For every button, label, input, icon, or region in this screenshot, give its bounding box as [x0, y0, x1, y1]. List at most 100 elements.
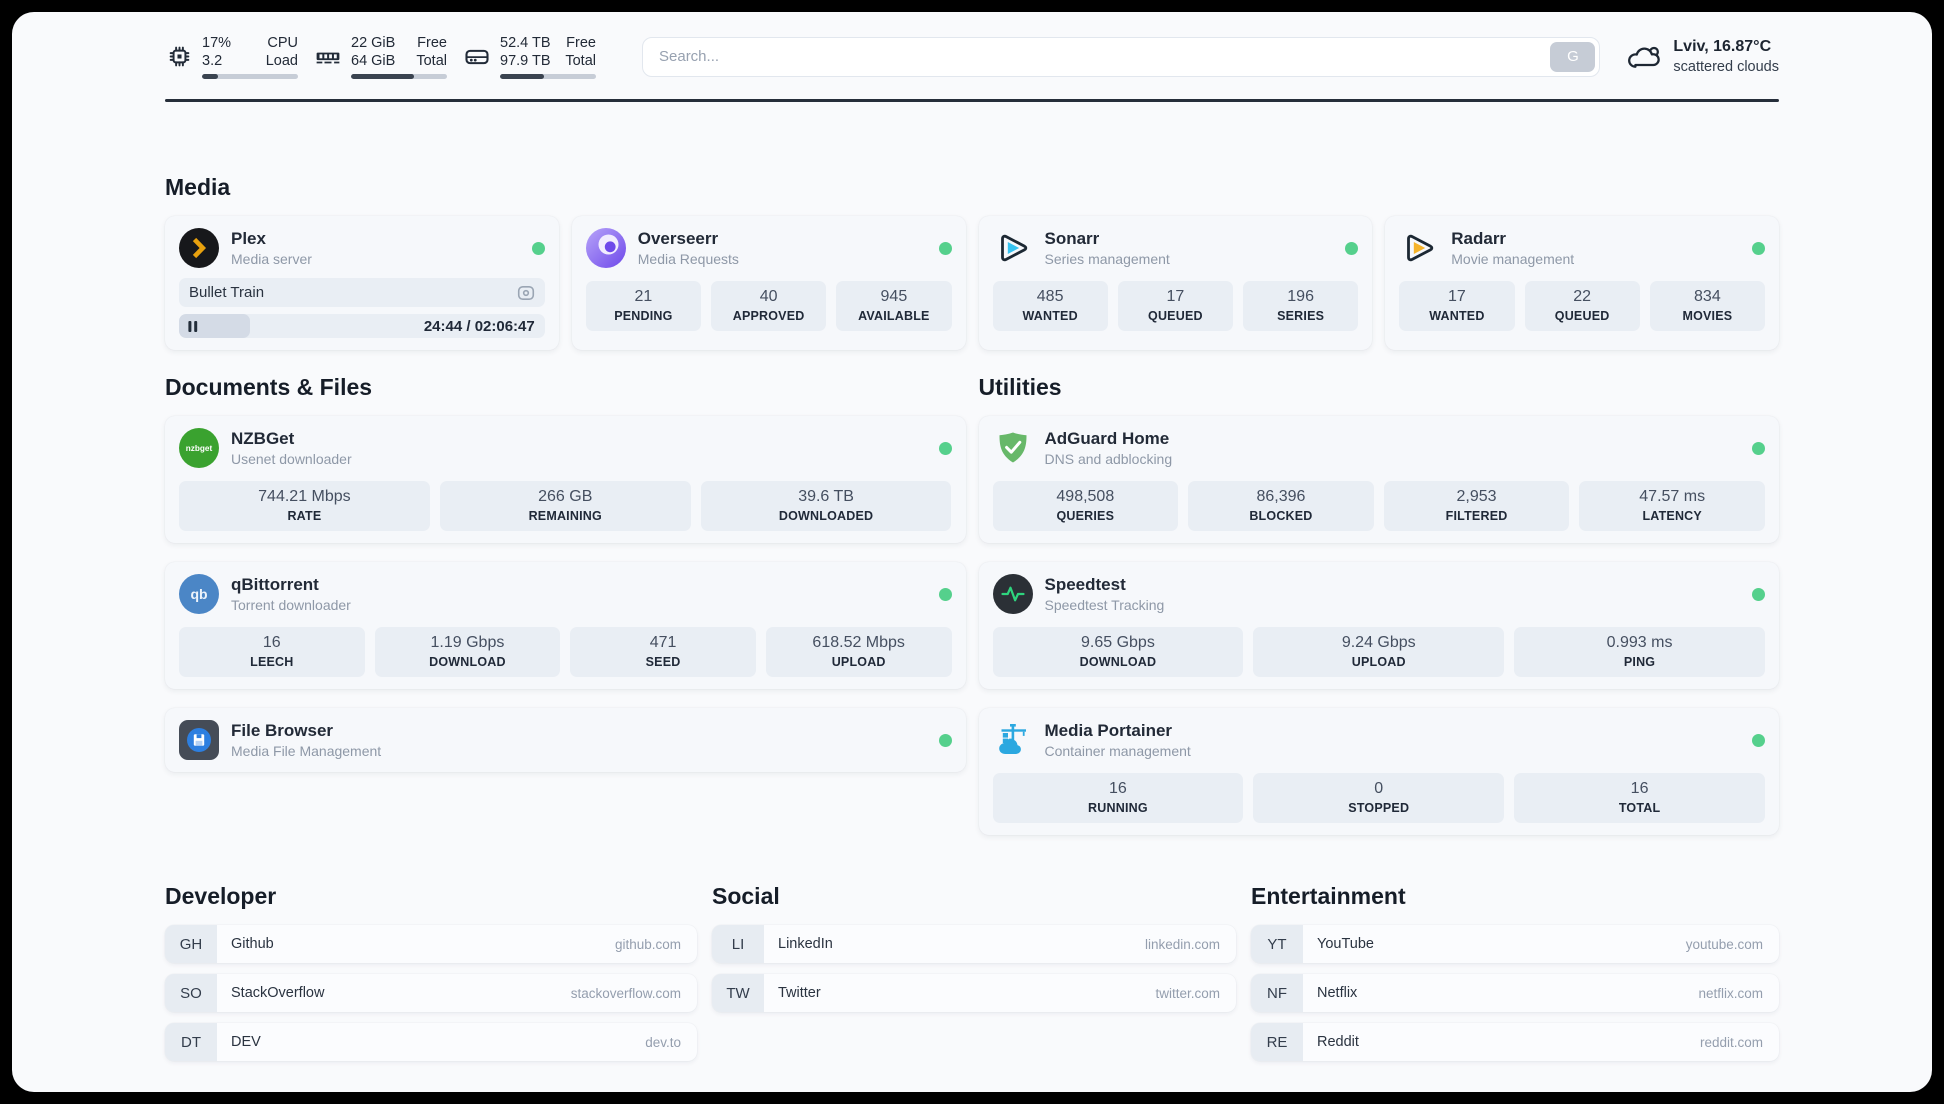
- bookmark-name: YouTube: [1317, 936, 1374, 952]
- search-engine-button[interactable]: G: [1550, 41, 1596, 72]
- app-title: Sonarr: [1044, 229, 1100, 248]
- bookmark-domain: netflix.com: [1698, 985, 1763, 1001]
- ram-icon: [314, 43, 342, 71]
- video-icon: [517, 285, 535, 301]
- bookmark-domain: reddit.com: [1699, 1034, 1763, 1050]
- cpu-widget: 17% 3.2 CPU Load: [165, 34, 298, 79]
- bookmark-stackoverflow[interactable]: SO StackOverflow stackoverflow.com: [165, 974, 697, 1012]
- bookmark-github[interactable]: GH Github github.com: [165, 925, 697, 963]
- bookmark-name: Github: [231, 936, 274, 952]
- filebrowser-icon: [179, 720, 219, 760]
- stat-leech: 16 LEECH: [179, 627, 365, 677]
- app-subtitle: Media Requests: [637, 251, 739, 267]
- stat-total: 16 TOTAL: [1514, 773, 1765, 823]
- bookmark-name: DEV: [231, 1034, 261, 1050]
- bookmark-name: Netflix: [1317, 985, 1358, 1001]
- stat-seed: 471 SEED: [570, 627, 756, 677]
- bookmarks-social: Social LI LinkedIn linkedin.com TW Twitt…: [712, 883, 1236, 1072]
- section-heading-entertainment: Entertainment: [1251, 883, 1406, 909]
- app-title: File Browser: [231, 721, 334, 740]
- svg-text:qb: qb: [190, 586, 207, 602]
- weather-widget: Lviv, 16.87°C scattered clouds: [1624, 37, 1779, 77]
- disk-icon: [463, 43, 491, 71]
- app-title: NZBGet: [231, 429, 295, 448]
- app-card-nzbget[interactable]: nzbget NZBGet Usenet downloader 744.21 M…: [165, 416, 966, 543]
- bookmark-name: StackOverflow: [231, 985, 325, 1001]
- bookmark-linkedin[interactable]: LI LinkedIn linkedin.com: [712, 925, 1236, 963]
- svg-text:nzbget: nzbget: [186, 444, 213, 453]
- bookmarks-developer: Developer GH Github github.com SO StackO…: [165, 883, 697, 1072]
- memory-usage-bar: [351, 74, 447, 79]
- app-card-adguard[interactable]: AdGuard Home DNS and adblocking 498,508 …: [978, 416, 1779, 543]
- sonarr-icon: [993, 228, 1033, 268]
- memory-labels: Free Total: [416, 35, 447, 69]
- status-online-dot: [1752, 733, 1765, 747]
- speedtest-icon: [992, 574, 1033, 614]
- bookmark-dev[interactable]: DT DEV dev.to: [165, 1023, 697, 1061]
- stat-movies: 834 MOVIES: [1649, 281, 1765, 331]
- status-online-dot: [1752, 241, 1765, 255]
- cpu-usage-fill: [202, 74, 219, 79]
- bookmark-domain: stackoverflow.com: [570, 985, 681, 1001]
- utilities-column: Utilities AdGuard Home DNS and adblockin…: [978, 374, 1779, 835]
- app-subtitle: Movie management: [1451, 251, 1575, 267]
- status-online-dot: [531, 241, 545, 255]
- disk-widget: 52.4 TB 97.9 TB Free Total: [463, 34, 596, 79]
- plex-icon: [179, 228, 219, 268]
- section-heading-documents: Documents & Files: [165, 374, 373, 400]
- bookmark-abbr: NF: [1251, 974, 1303, 1012]
- playback-time: 24:44 / 02:06:47: [423, 317, 535, 335]
- stat-filtered: 2,953 FILTERED: [1383, 481, 1570, 531]
- status-online-dot: [1345, 241, 1359, 255]
- nzbget-icon: nzbget: [179, 428, 219, 468]
- app-title: Speedtest: [1044, 575, 1126, 594]
- app-card-filebrowser[interactable]: File Browser Media File Management: [165, 708, 966, 772]
- app-card-qbittorrent[interactable]: qb qBittorrent Torrent downloader 16 LEE…: [165, 562, 966, 689]
- app-card-speedtest[interactable]: Speedtest Speedtest Tracking 9.65 Gbps D…: [978, 562, 1779, 689]
- app-card-plex[interactable]: Plex Media server Bullet Train: [165, 216, 559, 350]
- app-card-overseerr[interactable]: Overseerr Media Requests 21 PENDING 40 A…: [571, 216, 966, 350]
- bookmark-netflix[interactable]: NF Netflix netflix.com: [1251, 974, 1779, 1012]
- app-title: Radarr: [1451, 229, 1507, 248]
- now-playing-bar: Bullet Train: [179, 278, 545, 307]
- section-heading-media: Media: [165, 174, 231, 200]
- app-subtitle: Usenet downloader: [231, 451, 352, 467]
- app-subtitle: Media File Management: [231, 743, 382, 759]
- memory-values: 22 GiB 64 GiB: [351, 35, 396, 69]
- overseerr-icon: [585, 228, 626, 268]
- bookmark-reddit[interactable]: RE Reddit reddit.com: [1251, 1023, 1779, 1061]
- status-online-dot: [938, 241, 952, 255]
- stat-approved: 40 APPROVED: [711, 281, 827, 331]
- stat-running: 16 RUNNING: [992, 773, 1244, 823]
- bookmark-twitter[interactable]: TW Twitter twitter.com: [712, 974, 1236, 1012]
- adguard-icon: [993, 428, 1033, 468]
- playback-progress-bar: 24:44 / 02:06:47: [179, 314, 545, 338]
- dashboard-panel: 17% 3.2 CPU Load: [12, 12, 1932, 1092]
- stat-queued: 22 QUEUED: [1524, 281, 1640, 331]
- top-bar: 17% 3.2 CPU Load: [165, 34, 1779, 79]
- stat-upload: 618.52 Mbps UPLOAD: [765, 627, 952, 677]
- app-card-portainer[interactable]: Media Portainer Container management 16 …: [978, 708, 1779, 835]
- stat-download: 9.65 Gbps DOWNLOAD: [992, 627, 1244, 677]
- bookmark-name: Twitter: [778, 985, 821, 1001]
- bookmark-name: Reddit: [1317, 1034, 1359, 1050]
- now-playing-title: Bullet Train: [189, 284, 265, 301]
- bookmark-abbr: DT: [165, 1023, 217, 1061]
- app-card-sonarr[interactable]: Sonarr Series management 485 WANTED 17 Q…: [978, 216, 1373, 350]
- portainer-icon: [993, 720, 1033, 760]
- app-subtitle: DNS and adblocking: [1044, 451, 1173, 467]
- bookmark-domain: twitter.com: [1155, 985, 1220, 1001]
- disk-usage-bar: [500, 74, 596, 79]
- app-card-radarr[interactable]: Radarr Movie management 17 WANTED 22 QUE…: [1385, 216, 1779, 350]
- app-subtitle: Series management: [1044, 251, 1170, 267]
- cloud-icon: [1624, 41, 1662, 73]
- qbittorrent-icon: qb: [179, 574, 219, 614]
- stat-latency: 47.57 ms LATENCY: [1579, 481, 1765, 531]
- app-subtitle: Media server: [231, 251, 312, 267]
- bookmark-abbr: YT: [1251, 925, 1303, 963]
- search-input[interactable]: [642, 36, 1601, 77]
- bookmark-youtube[interactable]: YT YouTube youtube.com: [1251, 925, 1779, 963]
- disk-labels: Free Total: [565, 35, 596, 69]
- bookmark-abbr: LI: [712, 925, 764, 963]
- memory-usage-fill: [351, 74, 415, 79]
